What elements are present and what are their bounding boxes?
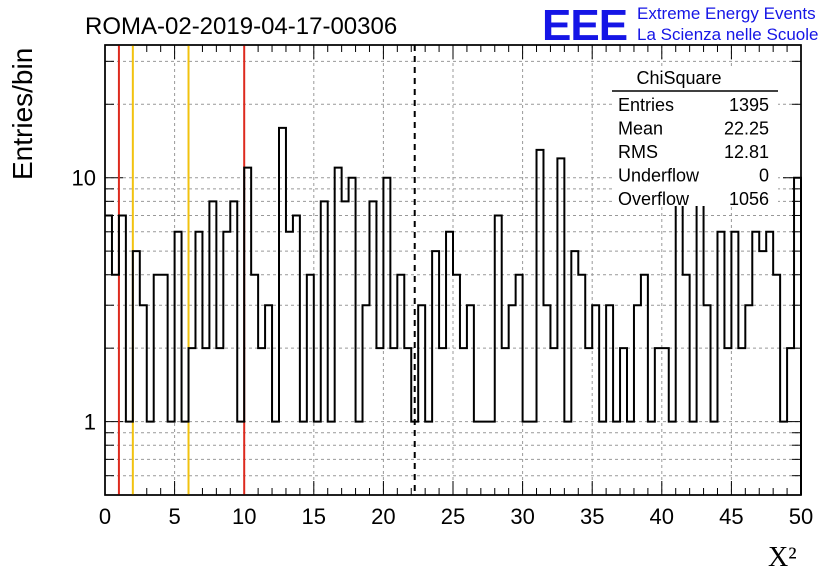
x-tick-label: 50 [789,504,813,529]
stats-rows: Entries 1395 Mean 22.25 RMS 12.81 Underflow 0 Ov… [618,95,769,209]
stats-row-label: Underflow [618,166,700,186]
stats-box-background [612,66,778,206]
x-tick-label: 30 [510,504,534,529]
eee-logo-mark: EEE [542,1,627,50]
x-tick-label: 5 [168,504,180,529]
stats-row-value: 1056 [729,189,769,209]
x-tick-label: 25 [441,504,465,529]
x-tick-labels: 0 5 10 15 20 25 30 35 40 45 50 [99,504,813,529]
y-tick-labels: 1 10 [72,166,96,435]
stats-row-label: Entries [618,95,674,115]
eee-logo-line1: Extreme Energy Events [637,4,816,23]
stats-box: ChiSquare Entries 1395 Mean 22.25 RMS 12.81 Un… [612,66,778,209]
chart-title: ROMA-02-2019-04-17-00306 [85,13,397,40]
stats-row-value: 0 [759,166,769,186]
stats-row-label: Mean [618,119,663,139]
x-tick-label: 0 [99,504,111,529]
x-tick-label: 15 [302,504,326,529]
eee-logo: EEE Extreme Energy Events La Scienza nel… [542,1,818,50]
x-tick-label: 35 [580,504,604,529]
plot-frame-border [104,44,802,496]
x-tick-label: 10 [232,504,256,529]
y-tick-label: 10 [72,166,96,191]
stats-row-value: 22.25 [724,119,769,139]
x-tick-label: 20 [371,504,395,529]
x-tick-label: 40 [650,504,674,529]
y-tick-label: 1 [84,410,96,435]
stats-title: ChiSquare [636,68,721,88]
y-axis-label: Entries/bin [7,48,38,180]
stats-row-label: RMS [618,142,658,162]
stats-row-value: 12.81 [724,142,769,162]
eee-logo-line2: La Scienza nelle Scuole [637,25,818,44]
x-axis-label: X² [768,542,797,572]
x-tick-label: 45 [719,504,743,529]
stats-row-value: 1395 [729,95,769,115]
stats-row-label: Overflow [618,189,690,209]
histogram-line [105,126,802,495]
